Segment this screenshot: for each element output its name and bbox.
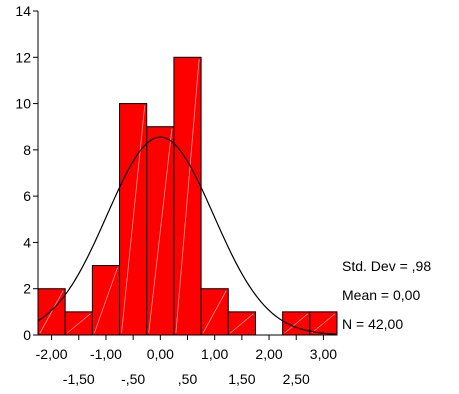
x-tick-label: 1,50 [228,371,255,387]
y-tick-label: 12 [15,49,31,65]
x-tick-label: 3,00 [310,346,337,362]
y-tick-label: 6 [23,188,31,204]
bar-hatch [66,313,91,334]
y-tick-label: 4 [23,234,31,250]
histogram-bars [37,56,338,336]
normal-curve-layer [37,136,338,335]
bar-hatch [202,290,227,334]
bar-hatch [175,59,200,334]
normal-curve [37,136,338,335]
bar-hatch [148,128,173,334]
tick-labels: 0 2 4 6 8 10 12 14 -2,00 -1,00 0,00 1,00 2,00 3,00 -1,… [15,3,337,387]
y-tick-label: 14 [15,3,31,19]
bar-hatch [230,313,254,334]
x-tick-label: -2,00 [36,346,68,362]
y-tick-label: 8 [23,142,31,158]
mean-label: Mean = 0,00 [342,287,421,303]
x-tick-label: 1,00 [201,346,228,362]
n-label: N = 42,00 [342,316,404,332]
bar-hatch [311,313,336,334]
x-tick-label: 2,50 [283,371,310,387]
bar-hatch [93,267,118,334]
y-tick-label: 10 [15,96,31,112]
std-dev-label: Std. Dev = ,98 [342,258,432,274]
x-tick-label: -1,00 [90,346,122,362]
x-tick-label: 2,00 [255,346,282,362]
bar-hatch [121,105,146,334]
bar-hatch [39,290,64,334]
y-tick-label: 2 [23,281,31,297]
bar-hatch [284,313,309,334]
x-tick-label: -1,50 [63,371,95,387]
y-tick-label: 0 [23,327,31,343]
x-tick-label: ,50 [178,371,198,387]
x-tick-label: 0,00 [147,346,174,362]
x-tick-label: -,50 [121,371,145,387]
